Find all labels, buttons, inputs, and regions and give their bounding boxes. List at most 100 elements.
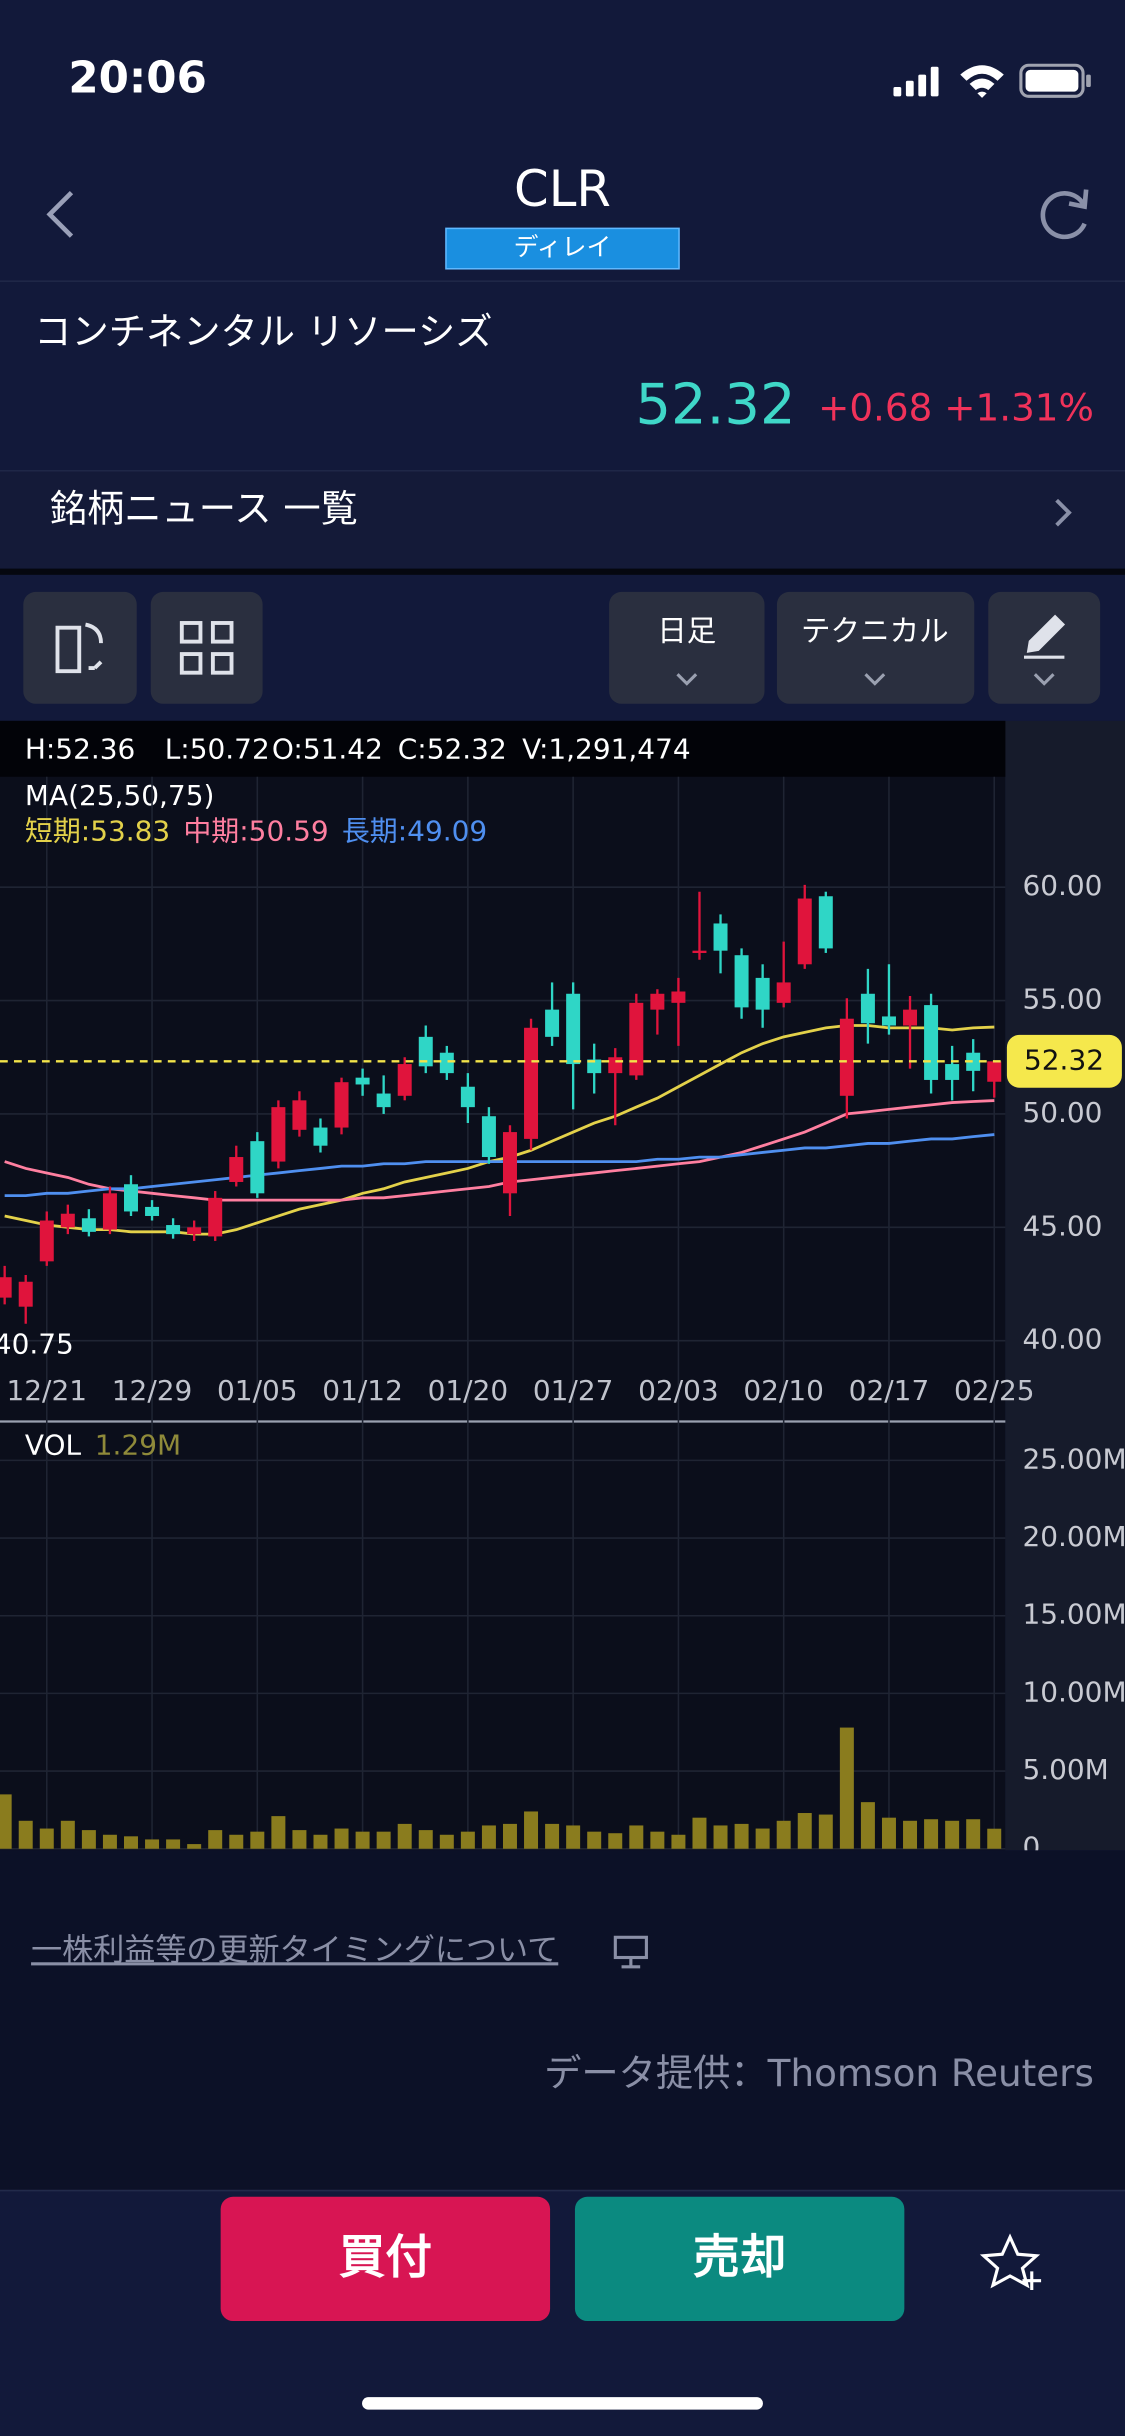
- layout-button[interactable]: [150, 591, 263, 704]
- back-button[interactable]: [46, 190, 74, 238]
- volume-bar: [229, 1834, 244, 1849]
- candle-body: [629, 1002, 644, 1076]
- candle-body: [987, 1061, 1002, 1082]
- candle-body: [734, 955, 749, 1008]
- chevron: [864, 673, 886, 686]
- volume-bar: [39, 1828, 54, 1849]
- rotate-icon: [55, 622, 103, 674]
- chevron: [1033, 673, 1055, 686]
- volume-bar: [81, 1830, 96, 1849]
- ohlcv-bar: [0, 720, 1006, 777]
- sell-button[interactable]: [574, 2196, 905, 2322]
- axis-panel: [1005, 720, 1125, 1851]
- volume-bar: [481, 1825, 496, 1849]
- volume-bar: [397, 1823, 412, 1849]
- volume-bar: [502, 1823, 517, 1849]
- candle-body: [397, 1064, 412, 1096]
- volume-bar: [60, 1820, 75, 1849]
- candle-body: [818, 896, 833, 949]
- draw-button[interactable]: [988, 591, 1101, 704]
- divider: [0, 568, 1125, 575]
- candle-body: [502, 1132, 517, 1194]
- y-tick-label: 15.00M: [1022, 1598, 1125, 1631]
- delay-badge-text: ディレイ: [514, 233, 612, 262]
- stock-name: コンチネンタル リソーシズ: [34, 310, 492, 354]
- volume-bar: [545, 1823, 560, 1849]
- volume-bar: [818, 1814, 833, 1849]
- volume-bar: [313, 1834, 328, 1849]
- volume-bar: [734, 1823, 749, 1849]
- symbol: CLR: [514, 160, 611, 218]
- volume-bar: [987, 1828, 1002, 1849]
- x-tick-label: 01/20: [428, 1374, 509, 1407]
- technical-button[interactable]: [776, 591, 975, 704]
- current-price-tag: [1006, 1034, 1122, 1088]
- volume-bar: [797, 1813, 812, 1849]
- news-link[interactable]: 銘柄ニュース 一覧: [50, 487, 358, 531]
- volume-bar: [166, 1839, 181, 1849]
- ma-title: MA(25,50,75): [25, 779, 215, 812]
- volume-bar: [250, 1831, 265, 1849]
- candle-body: [18, 1281, 33, 1307]
- period-button[interactable]: [609, 591, 765, 704]
- candle-body: [692, 950, 707, 954]
- y-tick-label: 5.00M: [1022, 1753, 1108, 1786]
- ma-line: [4, 1099, 995, 1202]
- candle-body: [755, 977, 770, 1010]
- monitor-icon: [613, 1935, 648, 1969]
- news-row[interactable]: [0, 470, 1125, 569]
- candle-body: [187, 1227, 202, 1235]
- chevron: [676, 673, 698, 686]
- candle-body: [0, 1277, 12, 1298]
- y-tick-label: 55.00: [1022, 983, 1102, 1016]
- volume-bar: [881, 1817, 896, 1849]
- candle-body: [545, 1009, 560, 1037]
- ohlcv: H:52.36 L:50.72 O:51.42 C:52.32 V:1,291,…: [25, 732, 691, 765]
- volume-bar: [903, 1820, 918, 1849]
- candle-body: [208, 1197, 223, 1237]
- x-tick-label: 02/25: [954, 1374, 1035, 1407]
- candle-body: [439, 1052, 454, 1074]
- refresh-button[interactable]: [1040, 189, 1089, 240]
- candle-body: [355, 1077, 370, 1085]
- candle-body: [945, 1064, 960, 1080]
- volume-bar: [966, 1819, 981, 1849]
- y-tick-label: 60.00: [1022, 869, 1102, 902]
- volume-bar: [145, 1839, 160, 1849]
- volume-bar: [18, 1820, 33, 1849]
- current-price-label: 52.32: [1024, 1043, 1104, 1076]
- footer: [0, 1850, 1125, 2191]
- volume-bar: [292, 1830, 307, 1849]
- eps-link[interactable]: 一株利益等の更新タイミングについて: [31, 1932, 558, 1968]
- volume-bar: [187, 1844, 202, 1849]
- chart-panel: [0, 720, 1006, 1851]
- candle-body: [481, 1116, 496, 1158]
- volume-bar: [376, 1831, 391, 1849]
- volume-bar: [271, 1816, 286, 1849]
- status-icons: [893, 63, 1091, 98]
- candle-body: [860, 993, 875, 1024]
- y-tick-label: 50.00: [1022, 1096, 1102, 1129]
- candle-body: [39, 1220, 54, 1262]
- buy-button[interactable]: [220, 2196, 551, 2322]
- y-tick-label: 10.00M: [1022, 1675, 1125, 1708]
- candle-body: [797, 898, 812, 965]
- candle-body: [608, 1057, 623, 1074]
- volume-bar: [418, 1830, 433, 1849]
- data-source: データ提供：Thomson Reuters: [544, 2051, 1094, 2095]
- candle-body: [566, 993, 581, 1065]
- favorite-button[interactable]: [979, 2233, 1042, 2290]
- volume-bar: [650, 1831, 665, 1849]
- pencil-icon: [1023, 614, 1066, 659]
- volume-bar: [566, 1825, 581, 1849]
- candle-body: [271, 1107, 286, 1162]
- candle-body: [671, 991, 686, 1003]
- ohlcv-high: H:52.36: [25, 732, 135, 765]
- volume-latest: 1.29M: [95, 1428, 181, 1461]
- volume-bar: [776, 1820, 791, 1849]
- candle-body: [250, 1141, 265, 1194]
- candle-body: [376, 1093, 391, 1108]
- candle-body: [587, 1059, 602, 1074]
- volume-bar: [860, 1802, 875, 1849]
